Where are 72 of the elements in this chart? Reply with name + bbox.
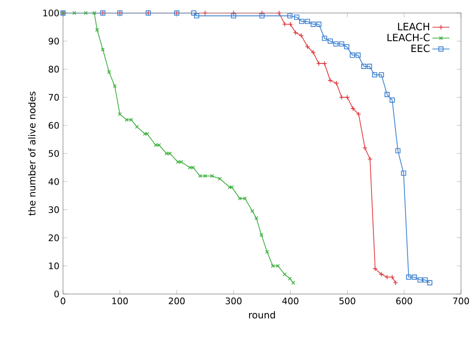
point — [361, 64, 366, 69]
point — [367, 156, 373, 162]
point — [191, 10, 196, 16]
y-tick-label: 10 — [49, 262, 59, 270]
x-axis-title: round — [249, 311, 275, 318]
y-tick-label: 30 — [48, 206, 59, 214]
point — [328, 38, 333, 44]
point — [287, 13, 292, 18]
point — [322, 60, 328, 66]
point — [390, 98, 395, 103]
point — [362, 145, 368, 150]
point — [427, 280, 432, 286]
point — [384, 92, 390, 98]
y-tick-label: 100 — [43, 10, 59, 16]
x-tick-label: 100 — [112, 298, 128, 304]
point — [316, 22, 322, 27]
point — [265, 250, 270, 254]
point — [378, 72, 384, 78]
point — [339, 41, 344, 46]
y-tick-label: 50 — [48, 150, 59, 157]
point — [350, 106, 356, 112]
point — [118, 112, 122, 116]
point — [344, 44, 350, 50]
point — [194, 13, 200, 18]
point — [164, 152, 168, 156]
y-tick-label: 0 — [54, 290, 59, 298]
point — [259, 13, 265, 18]
y-axis-title: the number of alive nodes — [28, 92, 36, 216]
x-tick-label: 500 — [339, 298, 356, 304]
point — [210, 174, 214, 178]
point — [422, 277, 428, 283]
x-tick-label: 0 — [60, 298, 66, 304]
point — [259, 233, 264, 237]
point — [157, 143, 162, 148]
point — [304, 18, 310, 24]
point — [366, 64, 372, 69]
point — [417, 277, 423, 283]
point — [322, 36, 328, 41]
x-tick-label: 400 — [282, 298, 298, 304]
point — [316, 60, 322, 66]
point — [355, 52, 361, 58]
y-tick-label: 20 — [48, 234, 59, 242]
y-tick-label: 40 — [48, 178, 59, 185]
point — [294, 14, 300, 20]
y-tick-label: 60 — [48, 122, 59, 129]
legend-label: LEACH-C — [388, 34, 430, 42]
point — [145, 132, 150, 136]
legend-label: EEC — [411, 44, 430, 52]
point — [107, 70, 112, 74]
y-tick-label: 80 — [48, 66, 59, 73]
x-tick-label: 600 — [396, 298, 412, 304]
point — [333, 41, 339, 46]
point — [299, 18, 304, 24]
point — [395, 148, 400, 154]
x-tick-label: 700 — [453, 298, 469, 304]
legend-label: LEACH — [398, 22, 430, 30]
point — [412, 274, 417, 280]
point — [372, 72, 378, 78]
point — [254, 216, 258, 220]
point — [350, 52, 355, 58]
x-tick-label: 200 — [168, 298, 185, 304]
y-tick-label: 70 — [48, 94, 59, 101]
point — [406, 274, 412, 280]
point — [202, 10, 208, 16]
point — [310, 22, 316, 27]
y-tick-label: 90 — [48, 38, 59, 44]
point — [384, 274, 390, 280]
x-tick-label: 300 — [226, 298, 242, 304]
point — [95, 28, 100, 32]
point — [230, 13, 236, 18]
point — [276, 10, 282, 16]
point — [400, 170, 406, 176]
